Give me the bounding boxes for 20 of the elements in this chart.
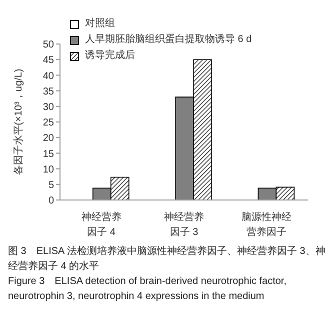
legend-label: 对照组: [85, 16, 115, 31]
y-tick-label: 50: [42, 40, 54, 51]
caption: 图 3 ELISA 法检测培养液中脑源性神经营养因子、神经营养因子 3、神经营养因子 4 的水平: [8, 244, 326, 274]
y-tick-label: 35: [42, 86, 54, 98]
y-tick-label: 0: [48, 196, 54, 207]
y-tick-label: 40: [42, 70, 54, 82]
x-tick-label: 神经营养因子 4: [81, 211, 122, 238]
y-tick-label: 30: [42, 102, 54, 113]
y-tick-label: 15: [42, 148, 54, 160]
y-tick-label: 25: [42, 118, 54, 129]
legend-label: 诱导完成后: [85, 48, 135, 63]
y-tick-label: 5: [48, 180, 54, 191]
y-tick-label: 45: [42, 55, 54, 66]
y-tick-label: 20: [42, 133, 54, 144]
y-axis-title: 各因子水平(×10³，ug/L): [12, 68, 25, 176]
caption: Figure 3 ELISA detection of brain-derived neurotrophic factor, neurotrophin 3, neurotrophin 4 expressions in the medium: [8, 275, 288, 304]
x-tick-label: 神经营养因子 3: [164, 211, 204, 238]
y-tick-label: 10: [42, 164, 54, 176]
x-tick-label: 脑源性神经营养因子: [242, 211, 292, 238]
legend-label: 人早期胚胎脑组织蛋白提取物诱导 6 d: [85, 32, 252, 47]
